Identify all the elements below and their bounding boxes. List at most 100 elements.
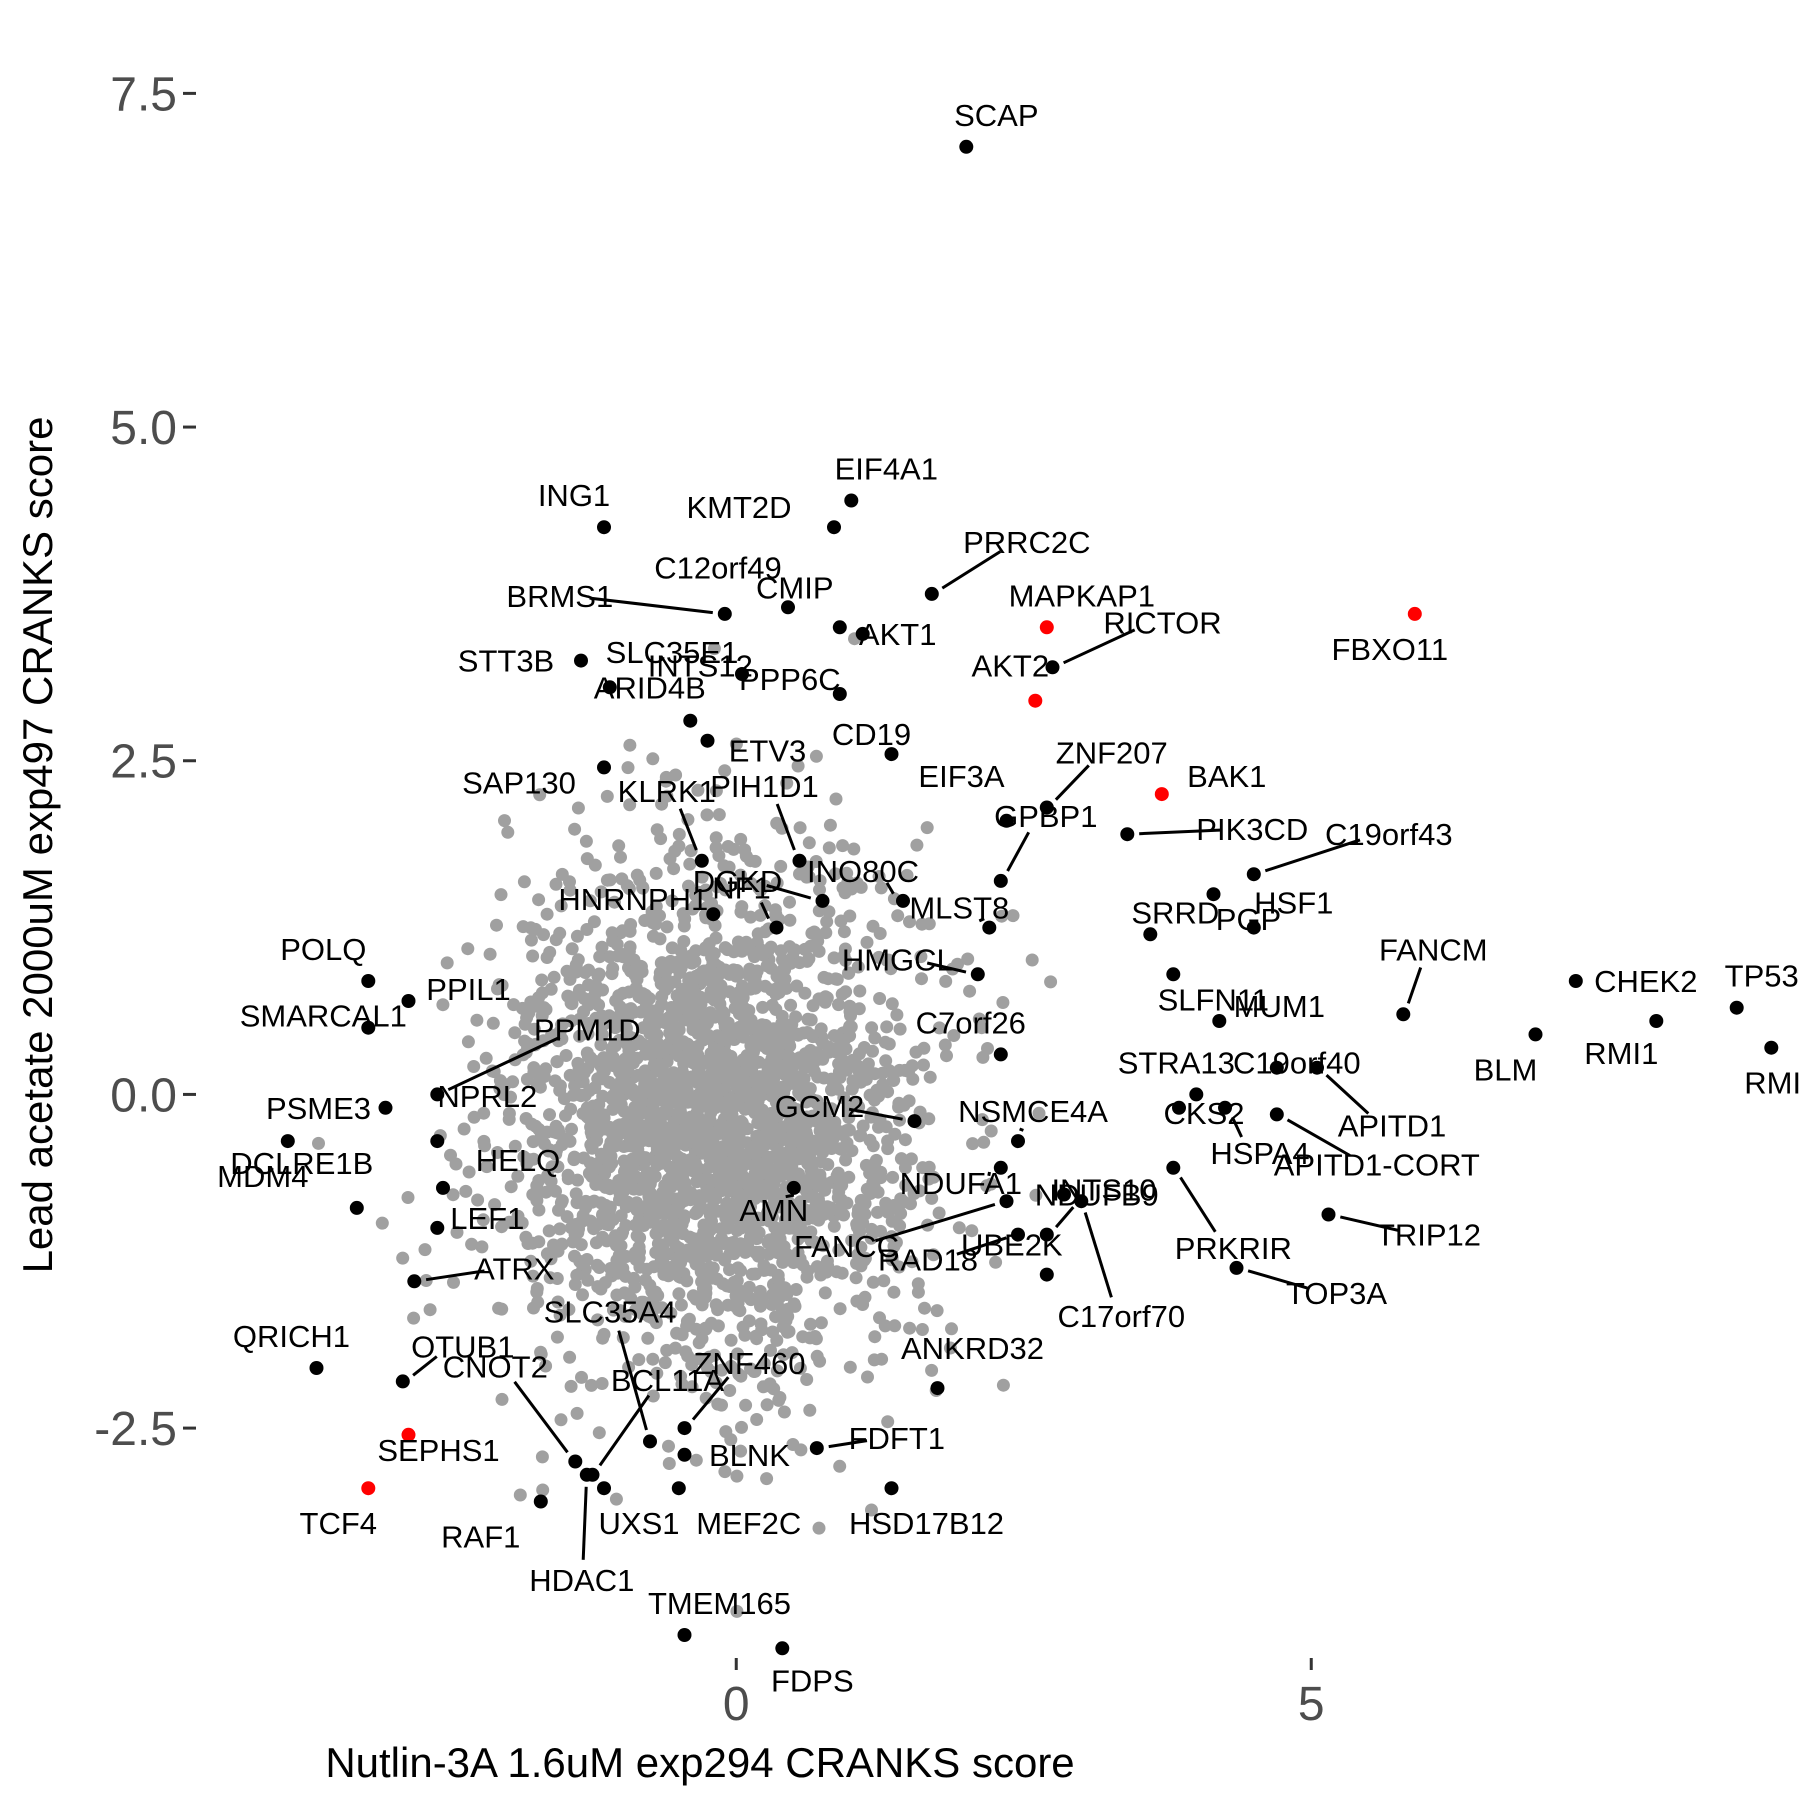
- background-point: [470, 1013, 484, 1027]
- gene-label-c7orf26: C7orf26: [916, 1005, 1026, 1040]
- point-ppil1: [401, 994, 416, 1008]
- background-point: [419, 1274, 433, 1287]
- background-point: [909, 1045, 923, 1059]
- background-point: [874, 881, 888, 895]
- background-point: [788, 943, 802, 957]
- background-point: [780, 776, 794, 790]
- background-point: [709, 831, 723, 845]
- background-point: [724, 1333, 738, 1347]
- gene-label-fbxo11: FBXO11: [1332, 632, 1449, 667]
- background-point: [930, 1304, 944, 1318]
- gene-label-cd19: CD19: [832, 717, 911, 752]
- background-point: [646, 1389, 660, 1403]
- background-point: [527, 1061, 541, 1075]
- background-point: [708, 1205, 722, 1218]
- background-point: [710, 974, 724, 988]
- point-ppp6c: [832, 687, 847, 701]
- background-point: [617, 1184, 631, 1198]
- background-point: [531, 1295, 545, 1309]
- point-stt3b: [574, 653, 588, 668]
- background-point: [764, 1379, 778, 1393]
- background-point: [650, 1036, 664, 1050]
- background-point: [526, 1135, 540, 1149]
- gene-label-lef1: LEF1: [450, 1201, 524, 1236]
- background-point: [659, 965, 673, 979]
- leader-line-znf207: [1054, 764, 1090, 801]
- background-point: [706, 955, 720, 969]
- background-point: [961, 952, 975, 966]
- gene-label-stt3b: STT3B: [458, 644, 554, 679]
- background-point: [532, 1203, 546, 1217]
- background-point: [554, 899, 568, 913]
- background-point: [672, 827, 686, 841]
- background-point: [822, 905, 836, 919]
- leader-line-ino80c: [885, 882, 895, 895]
- background-point: [588, 858, 602, 872]
- leader-line-amn: [785, 1193, 795, 1199]
- background-point: [858, 1197, 872, 1210]
- background-point: [511, 1169, 525, 1183]
- background-point: [734, 868, 747, 882]
- background-point: [695, 870, 709, 884]
- leader-line-klrk1: [678, 808, 698, 851]
- background-point: [440, 956, 454, 970]
- point-hsd17b12: [884, 1481, 899, 1496]
- background-point: [713, 877, 727, 890]
- background-point: [984, 1124, 998, 1138]
- background-point: [730, 1469, 744, 1483]
- gene-label-ing1: ING1: [538, 478, 610, 513]
- point-arid4b: [602, 680, 617, 695]
- gene-label-amn: AMN: [739, 1193, 808, 1228]
- background-point: [786, 1438, 800, 1451]
- background-point: [570, 929, 584, 943]
- background-point: [674, 1256, 688, 1270]
- background-point: [809, 1196, 823, 1210]
- gene-label-ints12: INTS12: [648, 649, 753, 684]
- background-point: [744, 1200, 757, 1214]
- background-point: [665, 941, 679, 955]
- background-point: [578, 1088, 592, 1102]
- background-point: [543, 1108, 556, 1122]
- background-point: [848, 1055, 862, 1069]
- background-point: [872, 870, 886, 883]
- background-point: [812, 1521, 826, 1535]
- background-point: [674, 1195, 688, 1209]
- background-point: [674, 1369, 688, 1383]
- background-point: [765, 1084, 779, 1098]
- point-znf207: [1039, 800, 1054, 815]
- background-point: [887, 1073, 901, 1087]
- background-point: [653, 932, 667, 946]
- background-point: [559, 1109, 572, 1123]
- point-prrc2c: [924, 586, 939, 601]
- background-point: [524, 933, 538, 947]
- background-point: [592, 967, 606, 981]
- background-point: [803, 1082, 817, 1096]
- background-point: [798, 942, 812, 956]
- background-point: [965, 1224, 979, 1238]
- background-point: [827, 951, 841, 965]
- background-point: [618, 1268, 632, 1282]
- point-dclre1b: [349, 1200, 364, 1215]
- background-point: [932, 1021, 946, 1035]
- background-point: [770, 816, 784, 830]
- background-point: [774, 859, 788, 873]
- background-point: [585, 1195, 599, 1209]
- leader-line-rad18: [956, 1236, 1007, 1256]
- background-point: [604, 1149, 618, 1163]
- background-point: [1032, 1106, 1046, 1120]
- background-point: [918, 1301, 931, 1315]
- background-point: [581, 1273, 595, 1287]
- background-point: [544, 982, 558, 996]
- background-point: [832, 1204, 846, 1218]
- background-point: [788, 1299, 802, 1313]
- background-point: [658, 1207, 672, 1221]
- gene-label-uxs1: UXS1: [599, 1506, 680, 1541]
- background-point: [893, 1063, 907, 1077]
- background-point: [837, 1091, 851, 1105]
- background-point: [630, 1051, 644, 1065]
- background-point: [708, 919, 722, 932]
- background-point: [672, 1241, 686, 1255]
- background-point: [748, 1073, 762, 1087]
- point-ints12: [683, 713, 698, 728]
